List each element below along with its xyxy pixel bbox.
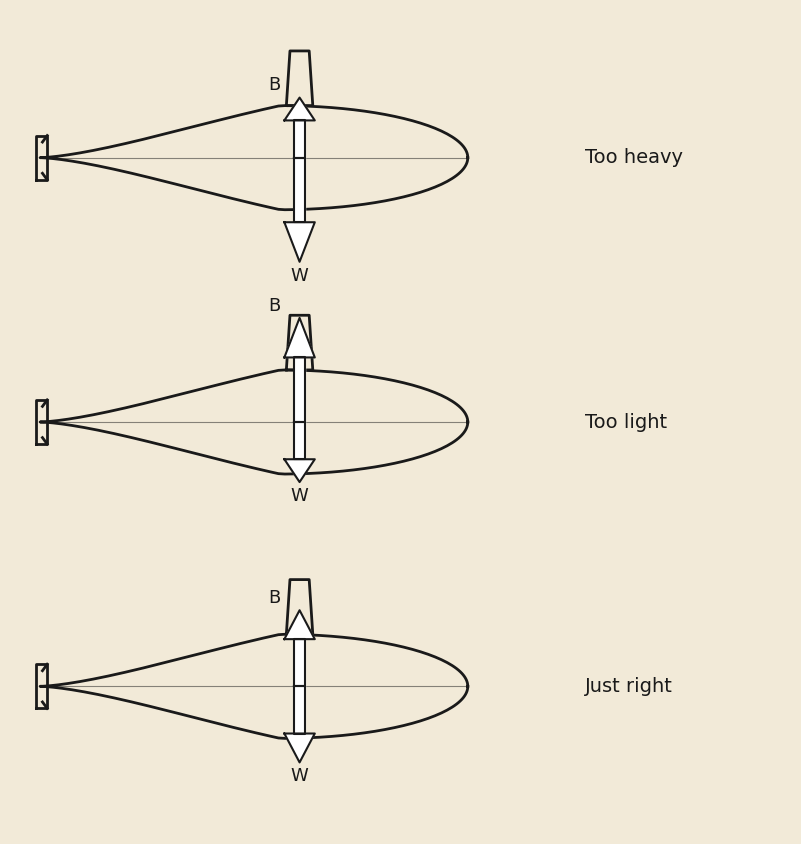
Polygon shape [295, 639, 304, 686]
Polygon shape [40, 635, 468, 738]
Polygon shape [284, 459, 315, 482]
Polygon shape [295, 121, 304, 158]
Polygon shape [36, 664, 47, 708]
Polygon shape [284, 98, 315, 121]
Polygon shape [295, 158, 304, 222]
Text: W: W [291, 767, 308, 785]
Text: W: W [291, 487, 308, 505]
Polygon shape [284, 318, 315, 358]
Polygon shape [284, 610, 315, 639]
Polygon shape [40, 106, 468, 209]
Polygon shape [284, 733, 315, 762]
Polygon shape [36, 400, 47, 444]
Text: Too light: Too light [585, 413, 667, 431]
Text: W: W [291, 267, 308, 284]
Polygon shape [295, 358, 304, 422]
Text: B: B [268, 297, 280, 315]
Text: B: B [268, 589, 280, 607]
Polygon shape [284, 222, 315, 262]
Polygon shape [295, 686, 304, 733]
Polygon shape [36, 136, 47, 180]
Text: Just right: Just right [585, 677, 673, 695]
Polygon shape [287, 51, 312, 106]
Text: B: B [268, 77, 280, 95]
Polygon shape [287, 316, 312, 370]
Polygon shape [295, 422, 304, 459]
Polygon shape [287, 580, 312, 634]
Text: Too heavy: Too heavy [585, 149, 682, 167]
Polygon shape [40, 370, 468, 474]
